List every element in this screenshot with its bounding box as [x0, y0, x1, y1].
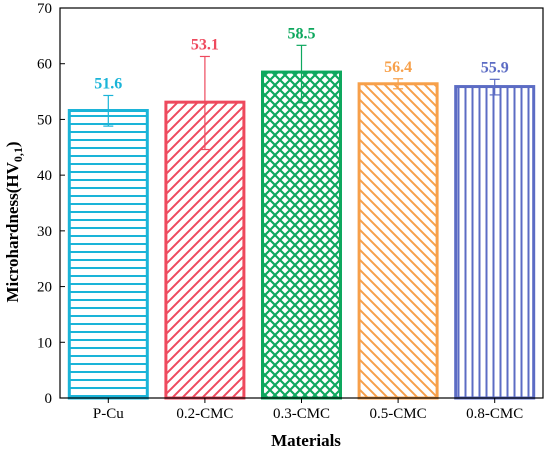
data-label-0.2-cmc: 53.1: [191, 36, 219, 53]
y-axis-title-subscript: 0,1: [11, 147, 25, 162]
bar-0.3-cmc: [261, 70, 342, 400]
bar-0.8-cmc: [454, 85, 536, 400]
bars-layer: [67, 70, 536, 400]
axes-layer: P-Cu 0.2-CMC 0.3-CMC 0.5-CMC 0.8-CMC 0 10 20 30 4…: [37, 1, 544, 422]
plot-frame: [59, 7, 544, 399]
x-tick-label: 0.8-CMC: [466, 406, 523, 422]
data-label-p-cu: 51.6: [94, 75, 122, 92]
y-tick-label: 20: [37, 280, 52, 296]
bar-0.2-cmc: [164, 100, 246, 400]
error-bar-0.8-cmc: [489, 78, 500, 96]
data-label-0.3-cmc: 58.5: [288, 25, 316, 42]
error-bar-p-cu: [103, 94, 114, 127]
x-axis-title: Materials: [271, 431, 341, 450]
data-label-0.5-cmc: 56.4: [384, 59, 412, 76]
y-tick-label: 0: [45, 391, 53, 407]
data-label-0.8-cmc: 55.9: [481, 59, 509, 76]
x-tick-label: 0.3-CMC: [273, 406, 330, 422]
y-axis-title-close: ): [3, 141, 22, 147]
y-tick-label: 70: [37, 1, 52, 17]
y-tick-label: 40: [37, 168, 52, 184]
y-tick-label: 30: [37, 224, 52, 240]
x-tick-label: 0.5-CMC: [370, 406, 427, 422]
x-tick-label: 0.2-CMC: [176, 406, 233, 422]
y-axis-title: Microhardness(HV0,1): [3, 141, 25, 302]
data-labels-layer: 51.6 53.1 58.5 56.4 55.9: [94, 25, 508, 92]
y-tick-label: 50: [37, 112, 52, 128]
error-bar-0.2-cmc: [199, 55, 210, 151]
y-tick-label: 10: [37, 335, 52, 351]
y-axis-title-main: Microhardness(HV: [3, 161, 22, 302]
x-tick-label: P-Cu: [93, 406, 124, 422]
bar-0.5-cmc: [357, 82, 439, 400]
error-bar-0.5-cmc: [393, 78, 404, 90]
bar-p-cu: [67, 109, 149, 400]
y-tick-label: 60: [37, 57, 52, 73]
error-bars-layer: [103, 44, 500, 151]
error-bar-0.3-cmc: [296, 44, 307, 104]
